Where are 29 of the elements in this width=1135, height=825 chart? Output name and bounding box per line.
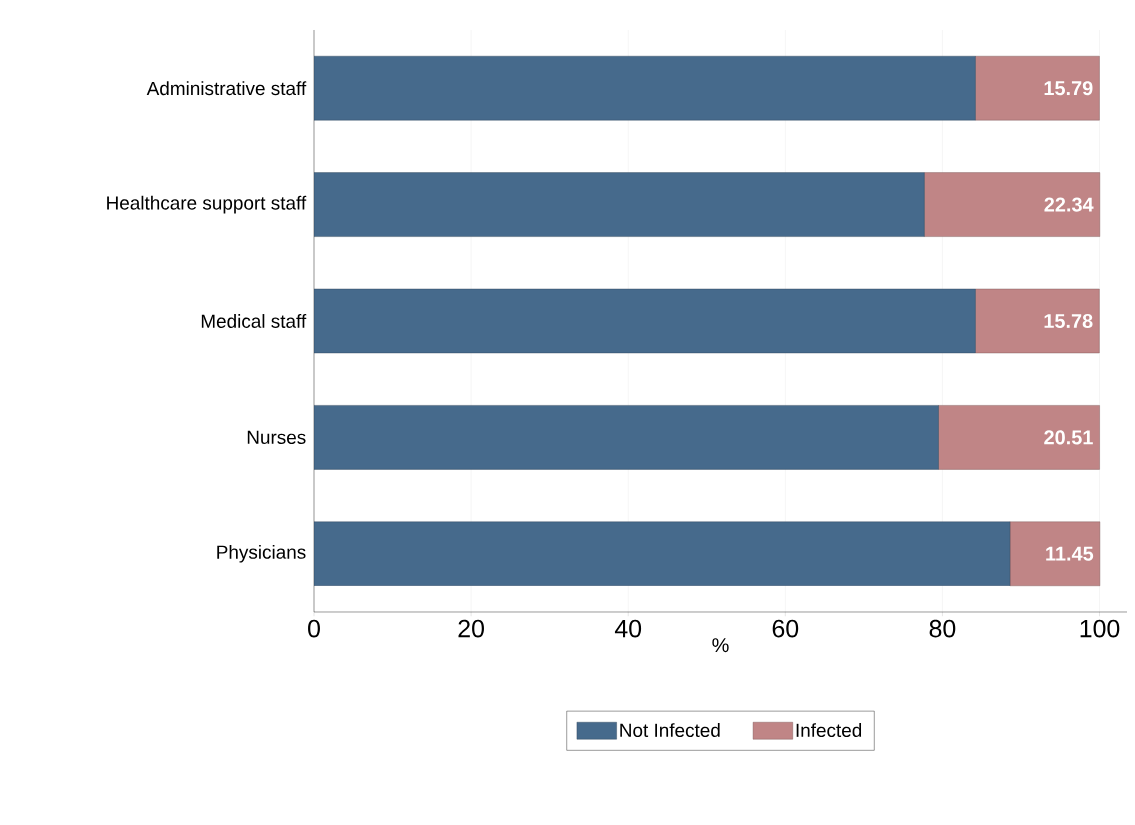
bar [975,288,1100,354]
bar [314,521,1011,586]
x-axis-title: % [712,638,729,653]
bar [314,288,976,354]
y-tick-label: Administrative staff [146,81,307,96]
y-tick-label: Medical staff [201,314,307,328]
data-label: 15.78 [1044,313,1093,329]
x-tick-label: 20 [458,619,484,638]
bar [924,172,1101,237]
y-tick-label: Physicians [217,544,306,563]
x-tick-label: 100 [1080,619,1120,638]
legend-label: Not Infected [620,723,720,738]
x-tick-label: 40 [614,619,642,638]
data-label: 22.34 [1044,197,1094,212]
x-tick-label: 80 [929,619,956,638]
x-tick-label: 60 [772,619,799,638]
y-tick-label: Nurses [247,430,306,444]
bar [314,55,976,121]
x-tick-label: 0 [308,619,320,638]
bar [938,405,1100,470]
bar [975,55,1100,121]
data-label: 20.51 [1044,430,1093,445]
bar [1009,521,1101,586]
y-tick-label: Healthcare support staff [107,195,307,214]
bar [314,172,925,237]
bar [314,405,939,470]
data-label: 11.45 [1046,546,1094,561]
legend-label: Infected [796,723,862,738]
data-label: 15.79 [1044,81,1093,96]
